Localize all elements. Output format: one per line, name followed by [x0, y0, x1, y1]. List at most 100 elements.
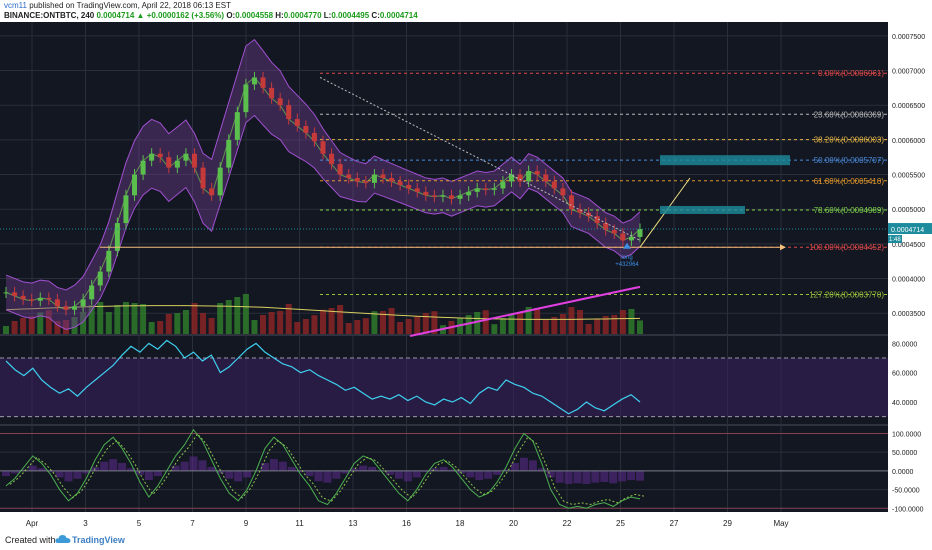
histogram-bar: [323, 470, 332, 483]
candle-body: [620, 233, 626, 241]
volume-bar: [414, 316, 421, 334]
x-tick-label: Apr: [26, 519, 39, 528]
histogram-bar: [55, 470, 64, 478]
volume-bar: [628, 309, 635, 334]
histogram-bar: [627, 470, 636, 481]
histogram-bar: [260, 463, 269, 471]
volume-bar: [388, 308, 395, 334]
fib-level-label: 50.00%(0.0005707): [814, 156, 885, 165]
candle-body: [277, 98, 283, 106]
osc-tick-label: -100.0000: [892, 506, 924, 513]
candle-body: [397, 181, 403, 185]
candle-body: [260, 77, 266, 88]
candle-body: [123, 195, 129, 224]
candle-body: [166, 157, 172, 168]
publish-info: vcm11 published on TradingView.com, Apri…: [4, 1, 231, 10]
histogram-bar: [10, 470, 19, 474]
candle-body: [354, 178, 360, 182]
volume-bar: [122, 302, 129, 334]
histogram-bar: [385, 470, 394, 475]
chart-canvas[interactable]: 0.00%(0.0006961) 23.60%(0.0006369) 38.20%(…: [0, 22, 932, 531]
histogram-bar: [448, 469, 457, 471]
volume-bar: [234, 297, 241, 334]
candle-body: [140, 160, 146, 175]
price-axis-background: [888, 22, 932, 531]
rsi-tick-label: 80.0000: [892, 341, 917, 348]
candle-body: [200, 167, 206, 189]
last-price-tag: [888, 223, 932, 235]
volume-bar: [148, 322, 155, 334]
close-value: 0.0004714: [379, 11, 418, 20]
candle-body: [466, 191, 472, 196]
x-tick-label: May: [773, 519, 788, 528]
candle-body: [20, 295, 26, 300]
candle-body: [311, 132, 317, 142]
bollinger-lower: [5, 114, 641, 331]
candle-body: [320, 141, 326, 154]
candle-body: [517, 174, 523, 182]
candle-body: [423, 191, 429, 196]
bollinger-upper: [5, 38, 641, 291]
candle-body: [637, 229, 643, 237]
histogram-bar: [216, 470, 225, 474]
target-zone-2: [660, 205, 745, 214]
histogram-bar: [582, 470, 591, 484]
x-tick-label: 16: [402, 519, 411, 528]
rsi-band-fill: [0, 358, 888, 417]
created-with-text: Created with: [5, 535, 56, 545]
volume-bar: [80, 312, 87, 334]
volume-bar: [88, 305, 95, 334]
author-link[interactable]: vcm11: [4, 1, 27, 10]
histogram-bar: [368, 466, 377, 471]
osc-tick-label: 0.0000: [892, 469, 914, 476]
histogram-bar: [225, 470, 234, 479]
x-tick-label: 9: [244, 519, 249, 528]
volume-bar: [371, 311, 378, 334]
histogram-bar: [403, 470, 412, 482]
histogram-bar: [555, 470, 564, 483]
y-tick-label: 0.0007500: [892, 34, 925, 41]
histogram-bar: [269, 459, 278, 471]
candle-body: [560, 188, 566, 196]
candle-body: [337, 164, 343, 175]
candle-body: [149, 153, 155, 161]
histogram-bar: [127, 468, 136, 471]
y-tick-label: 0.0003500: [892, 311, 925, 318]
candle-body: [526, 171, 532, 182]
candle-body: [234, 112, 240, 140]
candle-body: [29, 299, 35, 301]
histogram-bar: [618, 470, 627, 482]
histogram-bar: [278, 461, 287, 471]
bar-countdown-label: 1:48: [889, 237, 901, 243]
fib-level-label: 127.20%(0.0003770): [809, 290, 884, 299]
volume-bar: [251, 320, 258, 334]
candle-body: [251, 77, 257, 85]
histogram-bar: [19, 469, 28, 471]
histogram-bar: [341, 470, 350, 474]
rsi-tick-label: 60.0000: [892, 371, 917, 378]
volume-bar: [517, 312, 524, 334]
histogram-bar: [118, 463, 127, 471]
histogram-bar: [234, 470, 243, 482]
volume-bar: [611, 315, 618, 334]
histogram-bar: [189, 456, 198, 471]
candle-body: [114, 223, 120, 251]
target-zone-1: [660, 155, 790, 166]
volume-moving-average: [5, 305, 641, 320]
histogram-bar: [100, 461, 109, 471]
histogram-bar: [439, 466, 448, 471]
volume-bar: [542, 320, 549, 334]
candle-body: [72, 306, 78, 310]
volume-bar: [465, 315, 472, 334]
fib-level-label: 38.20%(0.0006003): [814, 136, 885, 145]
volume-bar: [3, 326, 9, 334]
volume-bar: [405, 319, 412, 334]
candle-body: [303, 126, 309, 133]
x-tick-label: 3: [83, 519, 88, 528]
candle-body: [183, 153, 189, 161]
candle-body: [294, 119, 300, 126]
volume-bar: [208, 318, 215, 334]
fib-level-label: 23.60%(0.0006369): [814, 110, 885, 119]
close-label: C:: [371, 11, 380, 20]
x-tick-label: 5: [137, 519, 142, 528]
